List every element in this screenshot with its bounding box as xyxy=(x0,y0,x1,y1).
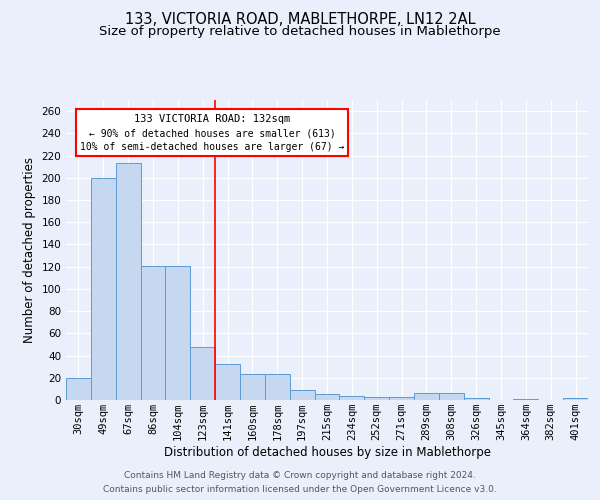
Text: 133 VICTORIA ROAD: 132sqm: 133 VICTORIA ROAD: 132sqm xyxy=(134,114,290,124)
Bar xyxy=(439,394,464,400)
Bar xyxy=(166,266,190,400)
Bar xyxy=(116,164,140,400)
Bar xyxy=(66,378,91,400)
Text: Distribution of detached houses by size in Mablethorpe: Distribution of detached houses by size … xyxy=(163,446,491,459)
Bar xyxy=(414,394,439,400)
Bar xyxy=(265,374,290,400)
Text: Size of property relative to detached houses in Mablethorpe: Size of property relative to detached ho… xyxy=(99,25,501,38)
Bar xyxy=(190,346,215,400)
Text: Contains HM Land Registry data © Crown copyright and database right 2024.: Contains HM Land Registry data © Crown c… xyxy=(124,471,476,480)
Bar xyxy=(215,364,240,400)
Bar xyxy=(314,394,340,400)
Bar xyxy=(290,390,314,400)
Bar xyxy=(340,396,364,400)
Text: ← 90% of detached houses are smaller (613): ← 90% of detached houses are smaller (61… xyxy=(89,128,335,138)
Bar xyxy=(389,396,414,400)
Bar xyxy=(464,398,488,400)
Bar xyxy=(514,399,538,400)
Bar xyxy=(563,398,588,400)
Text: 10% of semi-detached houses are larger (67) →: 10% of semi-detached houses are larger (… xyxy=(80,142,344,152)
Text: 133, VICTORIA ROAD, MABLETHORPE, LN12 2AL: 133, VICTORIA ROAD, MABLETHORPE, LN12 2A… xyxy=(125,12,475,28)
Text: Contains public sector information licensed under the Open Government Licence v3: Contains public sector information licen… xyxy=(103,485,497,494)
Bar xyxy=(91,178,116,400)
Bar xyxy=(364,396,389,400)
Bar xyxy=(140,266,166,400)
FancyBboxPatch shape xyxy=(76,109,348,156)
Bar xyxy=(240,374,265,400)
Y-axis label: Number of detached properties: Number of detached properties xyxy=(23,157,36,343)
